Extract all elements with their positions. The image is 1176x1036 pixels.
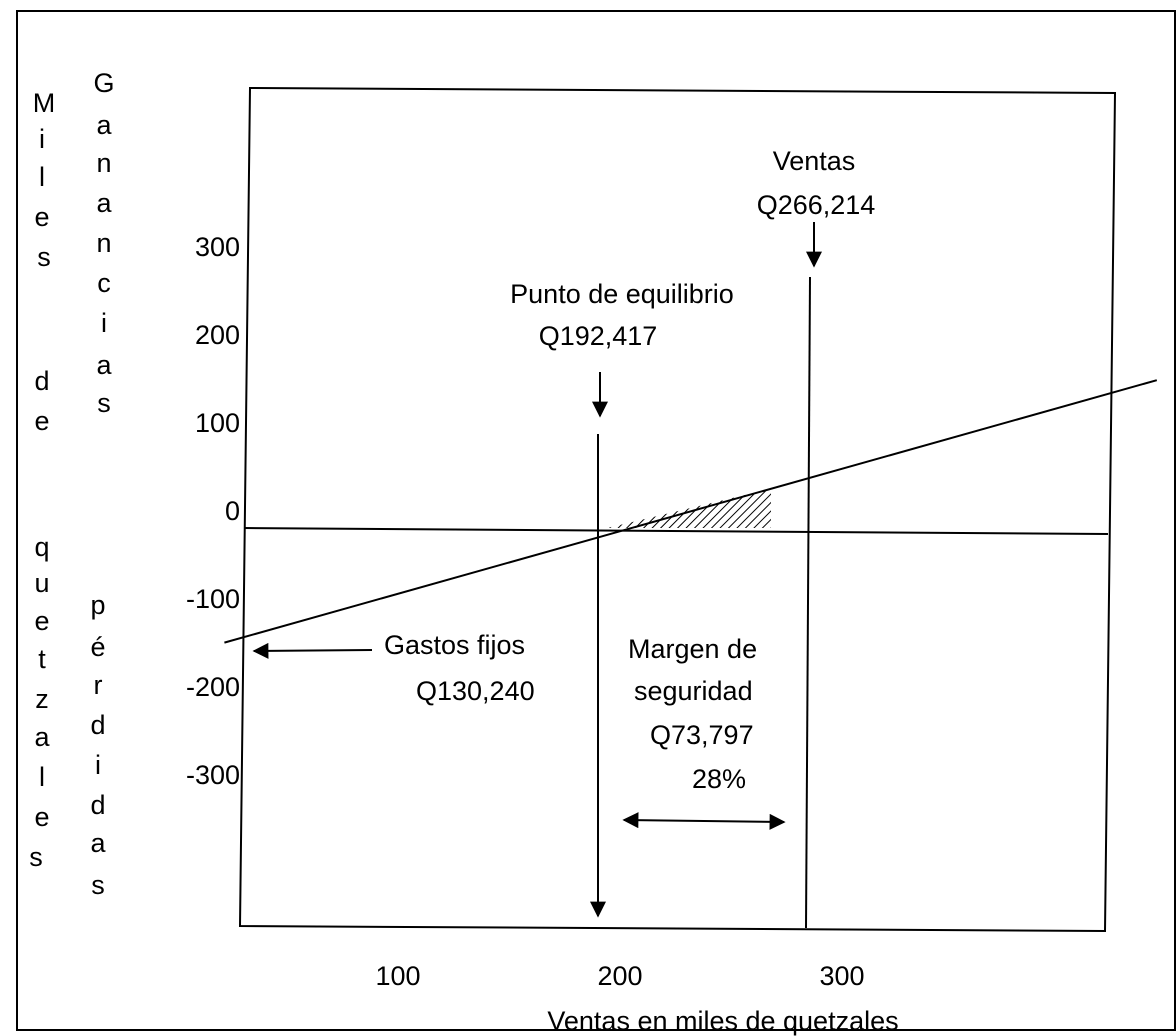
y-axis-title-letter: u bbox=[34, 568, 49, 598]
x-tick-label: 300 bbox=[819, 961, 864, 991]
y-tick-label: 200 bbox=[195, 320, 240, 350]
y-axis-title-letter: e bbox=[34, 202, 49, 232]
profit-line bbox=[224, 379, 1158, 644]
perdidas-letter: é bbox=[90, 632, 105, 662]
x-tick-labels: 100 200 300 bbox=[375, 961, 864, 991]
outer-frame bbox=[16, 10, 1176, 1031]
zero-line bbox=[243, 527, 1109, 535]
y-axis-title-letter: q bbox=[34, 532, 49, 562]
y-axis-title-letter: s bbox=[29, 842, 43, 872]
fixed-costs-label: Gastos fijos bbox=[384, 630, 525, 660]
sales-label: Ventas bbox=[773, 146, 856, 176]
safety-margin-double-arrow bbox=[622, 812, 786, 830]
safety-margin-label-1: Margen de bbox=[628, 634, 757, 664]
y-tick-label: -100 bbox=[186, 584, 240, 614]
plot-frame bbox=[238, 86, 1117, 933]
y-tick-label: -300 bbox=[186, 760, 240, 790]
safety-margin-label-2: seguridad bbox=[634, 676, 753, 706]
perdidas-letter: p bbox=[90, 590, 105, 620]
y-axis-title-letter: l bbox=[39, 762, 45, 792]
break-even-value: Q192,417 bbox=[539, 321, 658, 351]
perdidas-letter: d bbox=[90, 710, 105, 740]
ganancias-letter: a bbox=[96, 188, 112, 218]
ganancias-letter: G bbox=[93, 68, 114, 98]
safety-margin-value: Q73,797 bbox=[650, 720, 754, 750]
x-axis-title: Ventas en miles de quetzales bbox=[547, 1006, 898, 1036]
fixed-costs-value: Q130,240 bbox=[416, 676, 535, 706]
y-axis-title-letter: d bbox=[34, 366, 49, 396]
y-axis-title-letter: a bbox=[34, 722, 50, 752]
ganancias-letter: c bbox=[97, 268, 111, 298]
y-tick-labels: 300 200 100 0 -100 -200 -300 bbox=[186, 232, 240, 790]
y-axis-title-letter: e bbox=[34, 406, 49, 436]
safety-margin-percent: 28% bbox=[692, 764, 746, 794]
y-axis-title-letter: M bbox=[33, 88, 56, 118]
ganancias-letter: a bbox=[96, 110, 112, 140]
y-axis-title-letter: e bbox=[34, 606, 49, 636]
y-axis-title-letter: s bbox=[37, 242, 51, 272]
ganancias-letter: a bbox=[96, 350, 112, 380]
ganancias-letter: i bbox=[101, 308, 107, 338]
perdidas-letter: d bbox=[90, 790, 105, 820]
y-tick-label: -200 bbox=[186, 672, 240, 702]
y-axis-title-letter: t bbox=[38, 644, 46, 674]
y-tick-label: 0 bbox=[225, 496, 240, 526]
ganancias-letter: n bbox=[96, 148, 111, 178]
x-tick-label: 100 bbox=[375, 961, 420, 991]
safety-margin-hatched-area bbox=[607, 488, 771, 528]
break-even-label: Punto de equilibrio bbox=[510, 279, 734, 309]
y-axis-title-letter: l bbox=[39, 162, 45, 192]
x-tick-label: 200 bbox=[597, 961, 642, 991]
y-tick-label: 300 bbox=[195, 232, 240, 262]
perdidas-letter: a bbox=[90, 828, 106, 858]
y-tick-label: 100 bbox=[195, 408, 240, 438]
ganancias-letter: s bbox=[97, 388, 111, 418]
perdidas-letter: s bbox=[91, 870, 105, 900]
y-axis-title-letter: z bbox=[35, 684, 49, 714]
perdidas-letter: i bbox=[95, 750, 101, 780]
fixed-costs-arrow bbox=[252, 642, 373, 659]
ganancias-letter: n bbox=[96, 228, 111, 258]
sales-vertical-line bbox=[805, 276, 811, 929]
y-axis-title-letter: i bbox=[39, 124, 45, 154]
perdidas-letter: r bbox=[94, 670, 103, 700]
sales-value: Q266,214 bbox=[757, 190, 876, 220]
y-axis-title-letter: e bbox=[34, 802, 49, 832]
